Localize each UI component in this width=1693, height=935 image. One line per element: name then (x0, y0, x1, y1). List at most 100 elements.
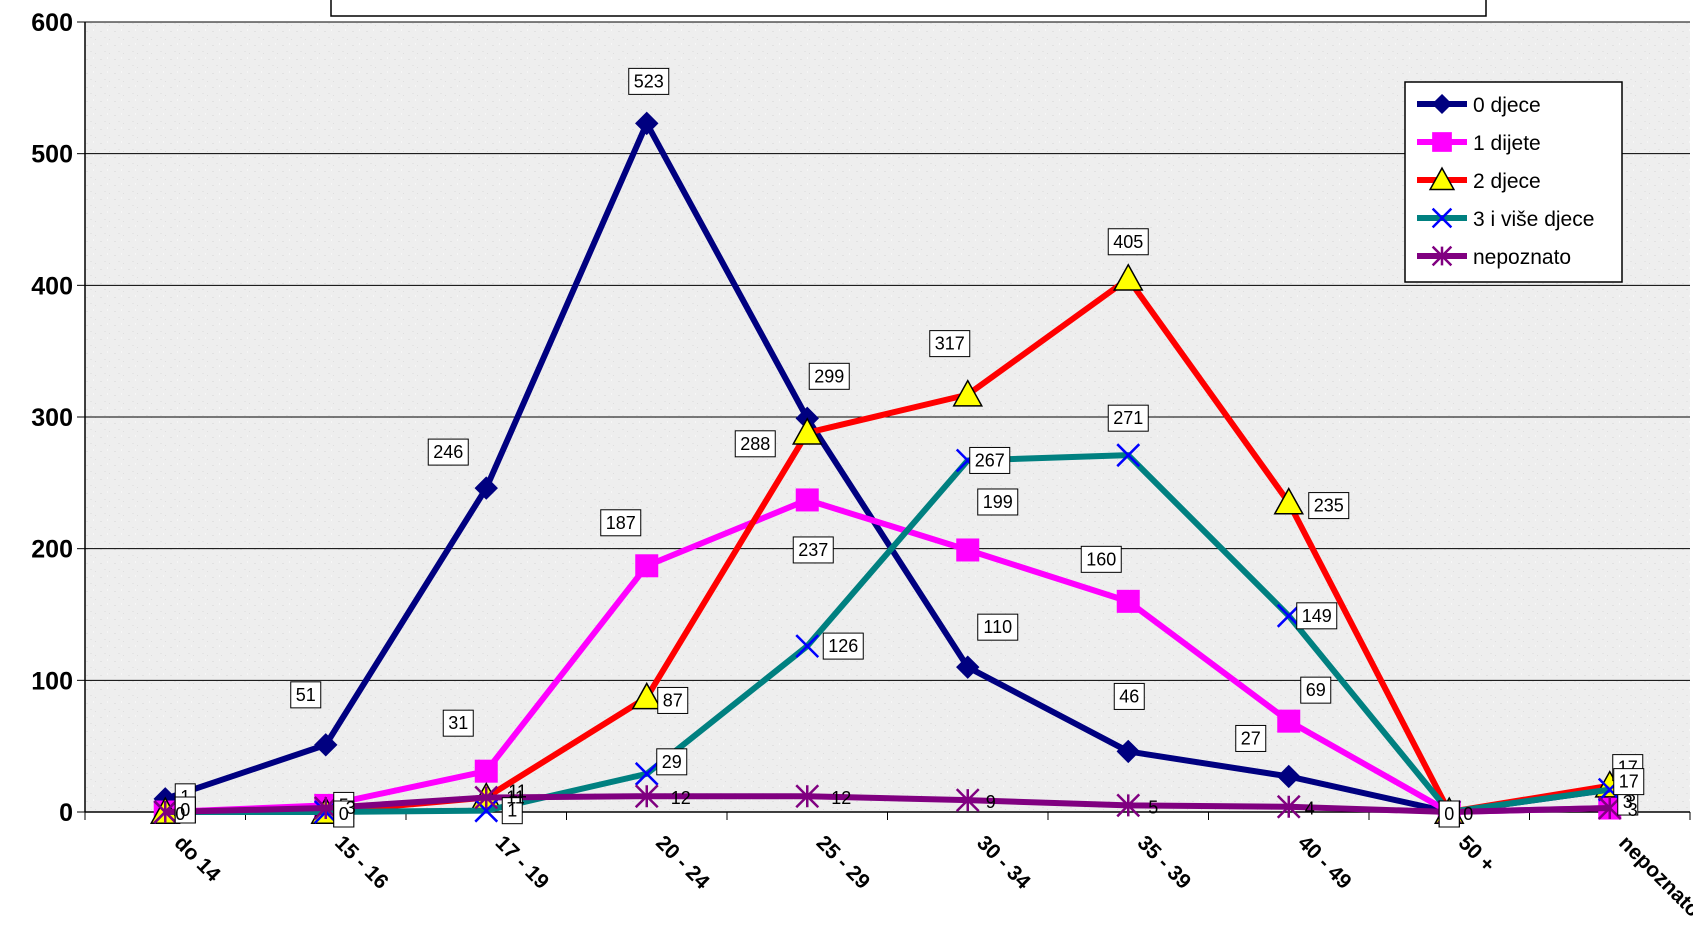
data-label: 237 (792, 536, 834, 564)
data-label-box (969, 446, 1011, 474)
legend-item: 3 i više djece (1417, 207, 1594, 231)
data-point-marker (1276, 794, 1301, 819)
data-point-marker (1116, 793, 1141, 818)
data-label: 87 (657, 686, 689, 714)
data-label-text: 149 (1302, 606, 1332, 626)
data-label: 0 (174, 796, 196, 824)
data-point-marker (1431, 207, 1453, 229)
y-tick-label: 400 (31, 272, 73, 300)
data-label-text: 27 (1241, 728, 1261, 748)
data-point-marker (634, 761, 659, 786)
x-tick-label: 17 - 19 (491, 831, 554, 894)
data-label-text: 246 (433, 442, 463, 462)
data-label-box (1113, 682, 1145, 710)
data-label: 3 (1628, 800, 1638, 820)
data-label: 3 (1626, 786, 1636, 806)
y-tick-label: 200 (31, 536, 73, 564)
data-label: 27 (1235, 724, 1267, 752)
data-label-box (1296, 602, 1338, 630)
data-label-box (628, 67, 670, 95)
data-point-marker (313, 796, 338, 820)
data-point-marker (1112, 263, 1144, 291)
data-label-text: 12 (831, 788, 851, 808)
data-label-box (929, 330, 971, 358)
data-label-box (1613, 768, 1645, 796)
x-tick-label: 30 - 34 (972, 831, 1035, 894)
x-tick-label: 15 - 16 (330, 831, 393, 894)
data-label: 0 (175, 804, 185, 824)
data-label: 4 (1305, 799, 1315, 819)
data-label-box (1107, 404, 1149, 432)
data-point-marker (1432, 132, 1452, 152)
legend-label: 1 dijete (1473, 132, 1541, 155)
data-label-box (656, 748, 688, 776)
data-label: 187 (600, 509, 642, 537)
data-label-text: 187 (606, 513, 636, 533)
data-point-marker (795, 634, 820, 658)
data-label-text: 1 (507, 801, 517, 821)
data-label: 3 (346, 798, 356, 818)
data-label-text: 29 (662, 752, 682, 772)
data-point-marker (474, 759, 498, 783)
data-label: 160 (1080, 545, 1122, 573)
data-label: 126 (822, 632, 864, 660)
data-label-text: 5 (1148, 797, 1158, 817)
data-label-text: 3 (1623, 792, 1633, 812)
data-point-marker (474, 476, 498, 500)
data-label-text: 0 (339, 804, 349, 824)
data-label-text: 3 (1628, 800, 1638, 820)
series-line (165, 452, 1611, 815)
data-point-marker (956, 655, 980, 679)
data-point-marker (1116, 739, 1140, 764)
data-label: 288 (734, 430, 776, 458)
data-label: 51 (290, 681, 322, 709)
data-label-text: 12 (671, 788, 691, 808)
data-label: 31 (442, 709, 474, 737)
data-label: 69 (1300, 676, 1332, 704)
data-label-text: 51 (296, 685, 316, 705)
data-point-marker (635, 111, 659, 136)
data-label-text: 17 (1619, 772, 1639, 792)
data-label-text: 267 (975, 450, 1005, 470)
data-point-marker (1116, 589, 1140, 613)
data-label: 11 (506, 788, 525, 808)
data-point-marker (635, 554, 659, 578)
data-label-box (1308, 492, 1350, 520)
data-label: 271 (1107, 404, 1149, 432)
data-label-box (657, 686, 689, 714)
legend-item: 1 dijete (1417, 132, 1541, 155)
legend-label: 3 i više djece (1473, 208, 1594, 231)
y-tick-label: 0 (59, 799, 73, 827)
data-label-text: 0 (1444, 804, 1454, 824)
data-point-marker (1431, 245, 1453, 267)
data-label-text: 31 (448, 713, 468, 733)
data-label-text: 3 (1626, 786, 1636, 806)
data-label: 46 (1113, 682, 1145, 710)
data-label-text: 0 (175, 804, 185, 824)
data-label-text: 11 (508, 782, 527, 802)
data-point-marker (1277, 709, 1301, 733)
data-label-text: 4 (1305, 799, 1315, 819)
legend-item: 0 djece (1417, 93, 1541, 117)
data-label-box (1080, 545, 1122, 573)
data-label: 0 (1438, 800, 1460, 828)
data-label-text: 199 (983, 492, 1013, 512)
y-tick-label: 300 (31, 404, 73, 432)
data-label-box (442, 709, 474, 737)
data-label: 405 (1107, 228, 1149, 256)
data-label: 9 (986, 792, 996, 812)
data-point-marker (791, 417, 823, 445)
data-point-marker (1273, 487, 1305, 515)
data-label-text: 46 (1119, 686, 1139, 706)
data-label-text: 271 (1113, 408, 1143, 428)
data-point-marker (1428, 166, 1456, 191)
data-label-text: 0 (1463, 804, 1473, 824)
series-line (165, 793, 1610, 815)
data-label: 267 (969, 446, 1011, 474)
data-label-box (427, 438, 469, 466)
x-tick-label: 50 + (1454, 831, 1500, 877)
x-tick-label: 40 - 49 (1293, 831, 1356, 894)
data-label: 235 (1308, 492, 1350, 520)
data-label-text: 126 (828, 636, 858, 656)
data-point-marker (1597, 796, 1622, 820)
